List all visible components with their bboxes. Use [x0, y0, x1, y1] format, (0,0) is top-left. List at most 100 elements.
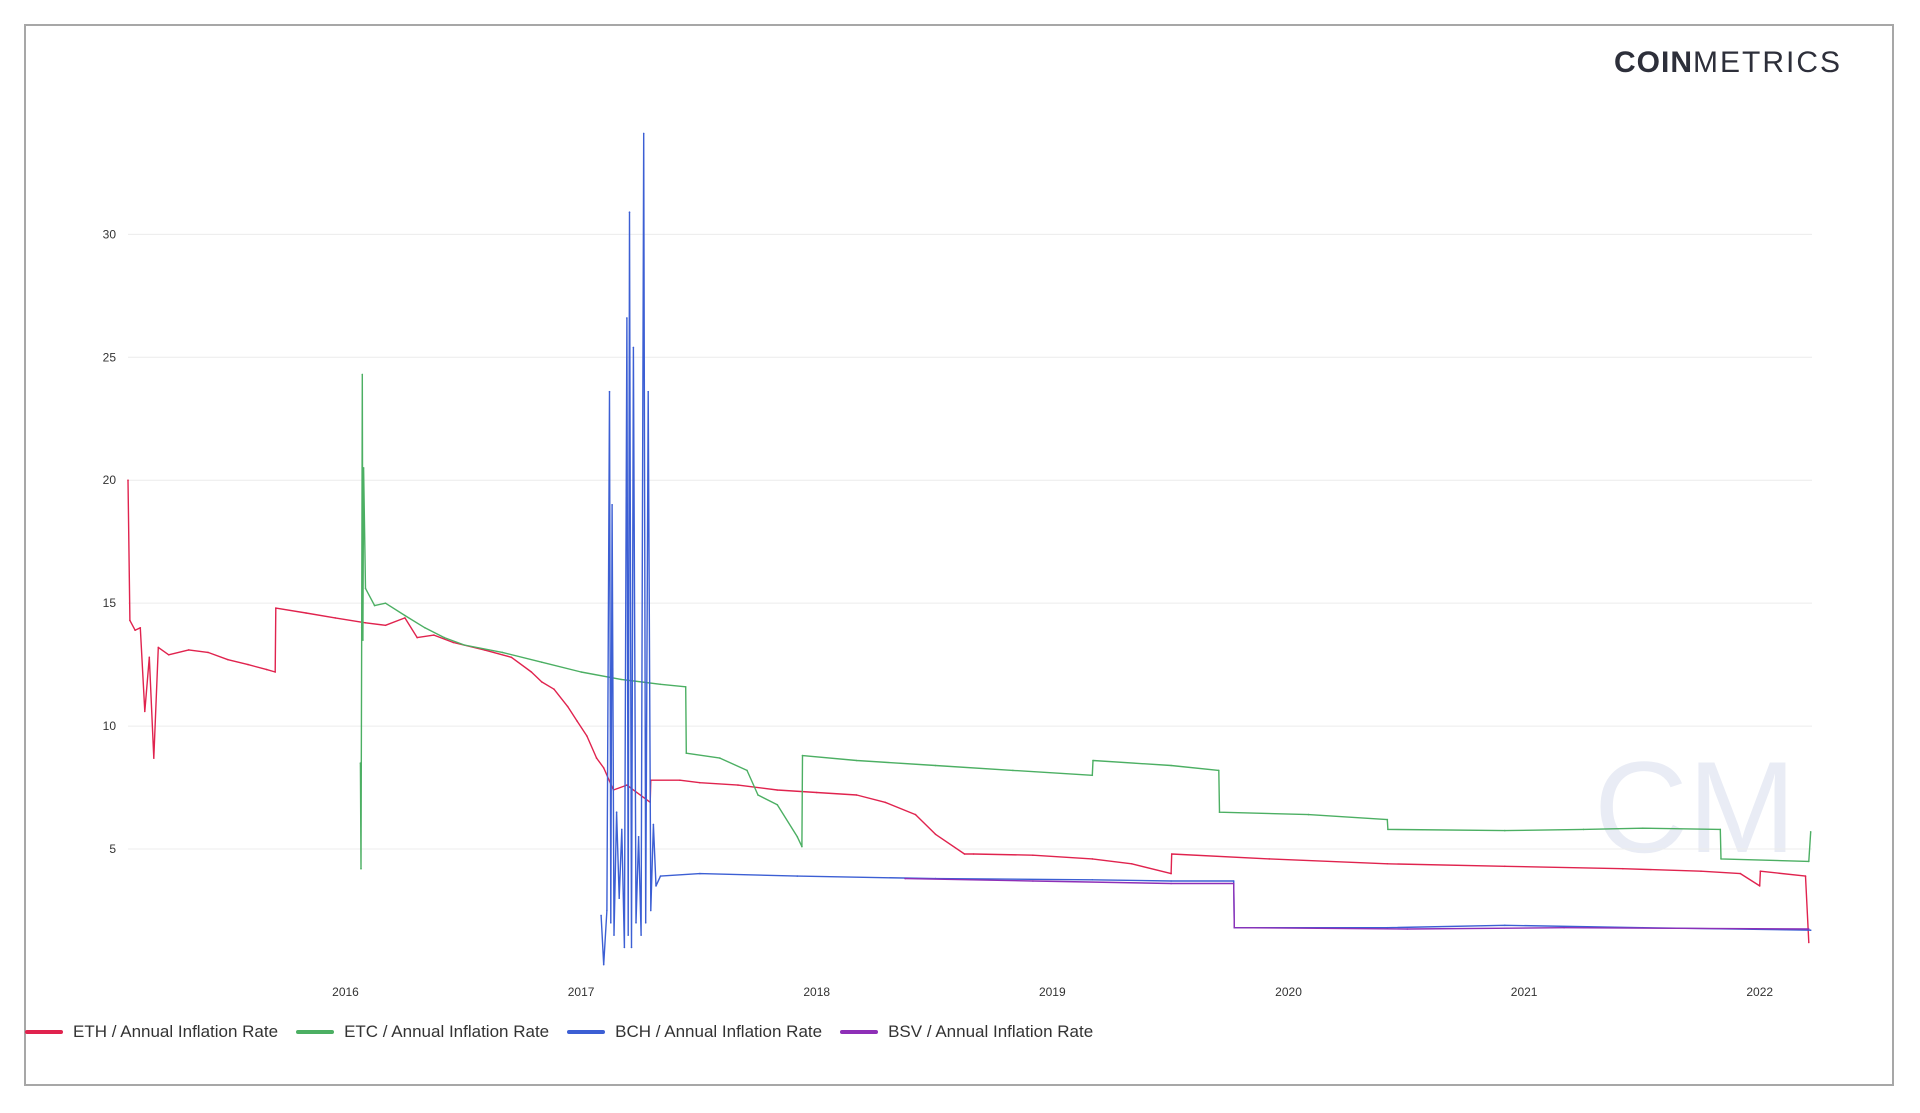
data-point: [637, 836, 640, 838]
data-point: [1809, 831, 1812, 833]
data-point: [1091, 858, 1094, 860]
data-point: [424, 627, 426, 629]
x-tick-label: 2022: [1746, 985, 1773, 999]
data-point: [602, 767, 605, 769]
data-point: [1032, 854, 1034, 856]
data-point: [611, 504, 613, 506]
series-line-0: [127, 480, 1810, 943]
x-tick-label: 2019: [1039, 985, 1066, 999]
data-point: [207, 651, 209, 654]
data-point: [1218, 769, 1220, 772]
data-point: [274, 671, 277, 673]
data-point: [904, 877, 906, 880]
data-point: [608, 390, 611, 393]
data-point: [580, 671, 582, 673]
data-point: [621, 828, 623, 831]
x-tick-label: 2016: [332, 985, 359, 999]
data-point: [655, 885, 657, 887]
data-point: [1809, 929, 1812, 931]
data-point: [305, 612, 307, 614]
cm-watermark: CM: [1594, 734, 1796, 880]
data-point: [1170, 882, 1172, 885]
data-point: [600, 914, 602, 917]
data-point: [1032, 880, 1034, 882]
data-point: [1218, 811, 1221, 813]
y-tick-label: 15: [103, 596, 117, 610]
data-point: [1719, 828, 1722, 831]
data-point: [602, 963, 605, 966]
legend-swatch: [840, 1030, 879, 1034]
legend-item[interactable]: ETC / Annual Inflation Rate: [296, 1022, 549, 1042]
data-point: [972, 853, 975, 855]
data-point: [452, 641, 455, 644]
data-point: [914, 813, 917, 816]
data-point: [359, 762, 362, 764]
data-point: [1504, 924, 1506, 927]
y-axis-ticks: 5 10 15 20 25 30: [103, 227, 117, 856]
data-point: [652, 823, 655, 826]
data-point: [746, 769, 748, 772]
legend-item[interactable]: ETH / Annual Inflation Rate: [25, 1022, 278, 1042]
data-point: [1504, 865, 1506, 868]
data-point: [699, 781, 701, 784]
data-point: [1582, 828, 1585, 831]
data-point: [1720, 858, 1722, 860]
data-point: [266, 668, 268, 671]
data-point: [566, 705, 569, 708]
data-point: [642, 132, 645, 135]
data-point: [737, 784, 739, 786]
data-point: [404, 614, 406, 617]
data-point: [127, 479, 129, 482]
data-point: [796, 836, 799, 838]
data-point: [796, 875, 799, 877]
legend-label: ETH / Annual Inflation Rate: [73, 1022, 279, 1041]
data-point: [1808, 860, 1810, 863]
data-point: [1759, 870, 1762, 872]
data-point: [1130, 863, 1133, 865]
coinmetrics-logo: COINMETRICS: [1614, 46, 1842, 79]
data-point: [659, 683, 662, 686]
data-point: [699, 872, 701, 875]
data-point: [510, 656, 513, 659]
data-point: [167, 654, 170, 656]
grid-lines: [128, 233, 1812, 850]
data-point: [801, 754, 804, 757]
data-point: [1012, 769, 1014, 772]
data-point: [187, 649, 190, 651]
data-point: [227, 658, 229, 661]
data-point: [1386, 863, 1389, 865]
data-point: [1387, 828, 1389, 831]
data-point: [540, 681, 543, 683]
data-point: [628, 211, 631, 213]
data-point: [275, 607, 277, 609]
data-point: [884, 801, 886, 804]
data-point: [623, 946, 626, 949]
data-point: [801, 845, 803, 848]
data-point: [659, 875, 662, 877]
data-point: [679, 779, 681, 781]
data-point: [627, 934, 629, 936]
data-point: [1232, 880, 1235, 882]
data-point: [1808, 928, 1810, 930]
data-point: [1739, 872, 1742, 875]
data-point: [364, 587, 367, 590]
data-point: [1563, 926, 1565, 929]
data-point: [360, 867, 362, 870]
chart-frame: COINMETRICS: [24, 24, 1894, 1086]
data-point: [626, 317, 628, 319]
data-point: [361, 373, 364, 376]
data-point: [540, 661, 543, 663]
data-point: [1386, 818, 1389, 821]
data-point: [360, 627, 363, 629]
data-point: [1386, 926, 1389, 929]
legend-item[interactable]: BCH / Annual Inflation Rate: [567, 1022, 822, 1042]
x-axis-ticks: 2016 2017 2018 2019 2020 2021 2022: [332, 985, 1773, 999]
data-point: [139, 627, 142, 629]
data-point: [134, 629, 136, 631]
data-point: [1804, 875, 1807, 877]
legend-item[interactable]: BSV / Annual Inflation Rate: [840, 1022, 1093, 1042]
data-point: [1170, 764, 1172, 767]
data-point: [384, 602, 387, 604]
data-point: [610, 922, 612, 924]
data-point: [247, 663, 249, 666]
